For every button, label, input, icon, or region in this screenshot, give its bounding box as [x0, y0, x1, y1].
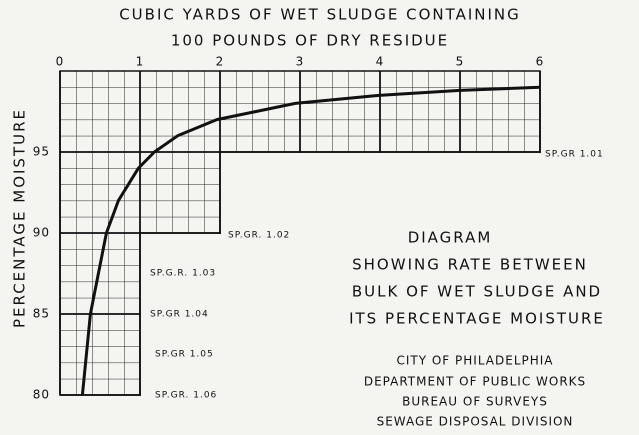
chart-title: CUBIC YARDS OF WET SLUDGE CONTAINING: [119, 6, 521, 24]
x-axis-label: 100 POUNDS OF DRY RESIDUE: [171, 32, 449, 50]
y-tick-label: 90: [33, 226, 50, 240]
credit: CITY OF PHILADELPHIA: [396, 354, 553, 368]
credit: BUREAU OF SURVEYS: [402, 395, 548, 409]
annotation: SP.G.R. 1.03: [150, 269, 216, 279]
y-tick-label: 85: [33, 307, 50, 321]
diagram-text: SHOWING RATE BETWEEN: [352, 256, 588, 274]
x-tick-label: 2: [216, 55, 225, 69]
curve: [80, 85, 541, 396]
x-tick-label: 5: [456, 55, 465, 69]
x-tick-label: 1: [136, 55, 145, 69]
diagram-text: BULK OF WET SLUDGE AND: [352, 283, 602, 301]
annotation: SP.GR 1.04: [150, 310, 209, 320]
credit: DEPARTMENT OF PUBLIC WORKS: [364, 375, 586, 389]
credit: SEWAGE DISPOSAL DIVISION: [377, 415, 574, 429]
y-axis-label: PERCENTAGE MOISTURE: [11, 108, 29, 328]
annotation: SP.GR. 1.02: [228, 231, 290, 241]
annotation: SP.GR. 1.06: [155, 391, 217, 401]
annotation: SP.GR 1.01: [545, 150, 604, 160]
x-tick-label: 6: [536, 55, 545, 69]
x-tick-label: 0: [56, 55, 65, 69]
x-tick-label: 4: [376, 55, 385, 69]
diagram-text: ITS PERCENTAGE MOISTURE: [349, 310, 605, 328]
y-tick-label: 95: [33, 145, 50, 159]
diagram-text: DIAGRAM: [408, 229, 493, 247]
annotation: SP.GR 1.05: [155, 350, 214, 360]
x-tick-label: 3: [296, 55, 305, 69]
y-tick-label: 80: [33, 388, 50, 402]
